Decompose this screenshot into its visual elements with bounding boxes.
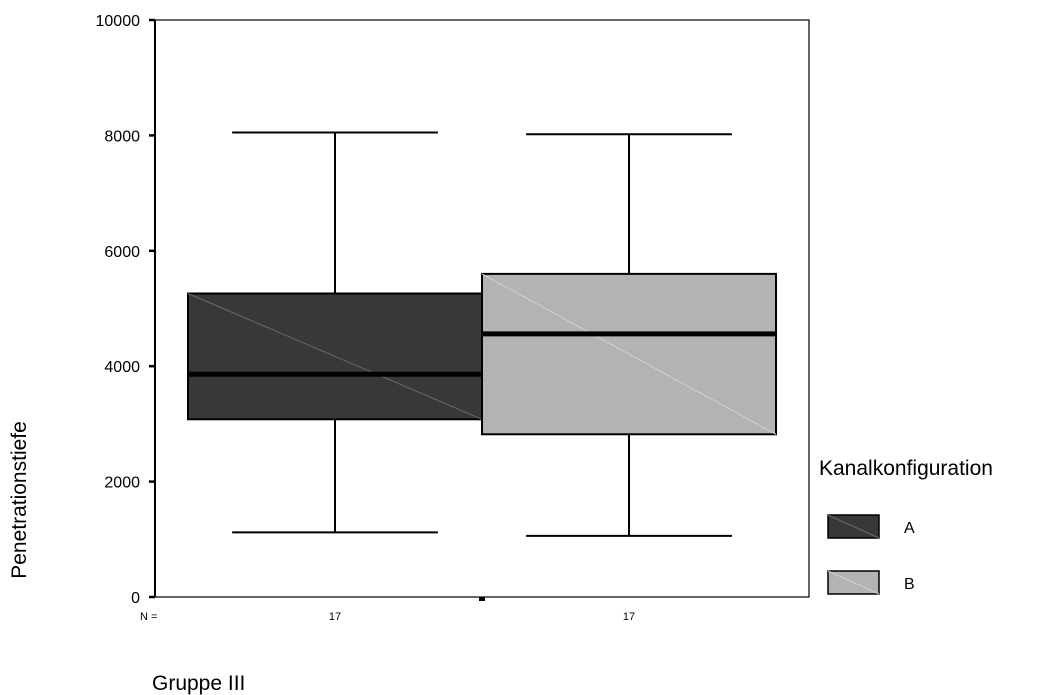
legend-swatch-hatch-B — [827, 570, 880, 595]
legend-item-A: A — [827, 514, 915, 539]
y-tick-label-10000: 10000 — [96, 13, 141, 30]
n-prefix-label: N = — [140, 611, 157, 623]
y-tick-label-2000: 2000 — [104, 475, 140, 492]
box-hatch-A — [187, 293, 483, 420]
y-tick-label-0: 0 — [131, 590, 140, 607]
legend-label-A: A — [904, 520, 915, 537]
y-tick-label-4000: 4000 — [104, 359, 140, 376]
y-tick-label-6000: 6000 — [104, 244, 140, 261]
boxes — [187, 131, 777, 601]
box-A — [187, 131, 483, 534]
y-tick-label-8000: 8000 — [104, 128, 140, 145]
y-axis-ticks: 0 2000 4000 6000 8000 10000 — [96, 13, 155, 607]
legend: AB — [827, 514, 915, 595]
x-axis-title: Gruppe III — [152, 672, 245, 695]
n-value-B: 17 — [623, 611, 635, 623]
n-labels: N = 17 17 — [140, 611, 635, 623]
box-hatch-B — [481, 273, 777, 435]
legend-title: Kanalkonfiguration — [819, 457, 993, 480]
baseline-tick — [479, 597, 485, 601]
legend-label-B: B — [904, 576, 915, 593]
legend-item-B: B — [827, 570, 915, 595]
box-B — [481, 133, 777, 537]
y-axis-title: Penetrationstiefe — [8, 421, 31, 579]
legend-swatch-hatch-A — [827, 514, 880, 539]
n-value-A: 17 — [329, 611, 341, 623]
